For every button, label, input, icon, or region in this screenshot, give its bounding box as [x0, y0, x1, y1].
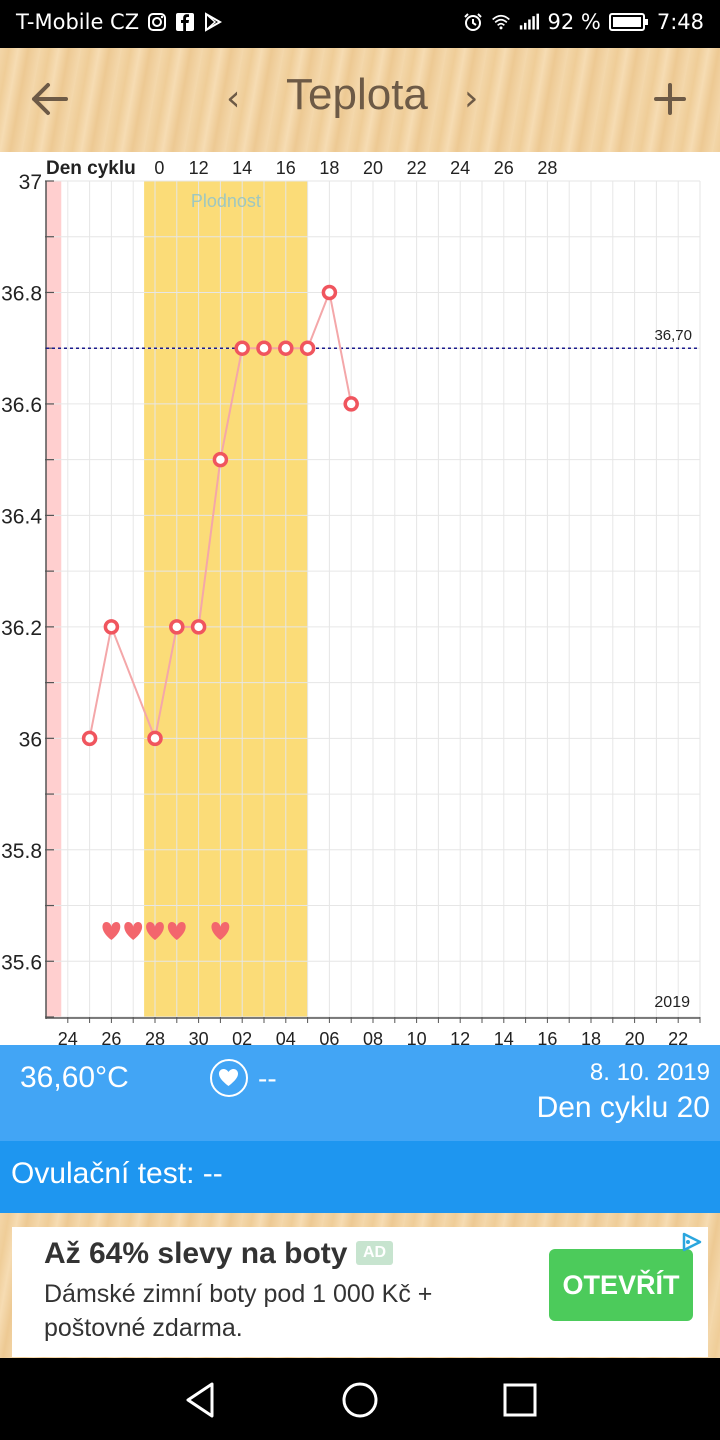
top-tick-label: 14 [232, 158, 252, 178]
top-tick-label: 18 [319, 158, 339, 178]
x-tick-label: 14 [494, 1029, 514, 1045]
alarm-icon [464, 13, 483, 31]
y-tick-label: 36 [19, 728, 42, 751]
ad-description: Dámské zimní boty pod 1 000 Kč + poštovn… [44, 1280, 433, 1342]
heart-icon [146, 922, 164, 940]
top-tick-label: 0 [154, 158, 164, 178]
back-arrow-icon[interactable] [28, 74, 72, 124]
top-tick-label: 20 [363, 158, 383, 178]
system-nav-bar [0, 1358, 720, 1440]
x-tick-label: 18 [581, 1029, 601, 1045]
top-axis-label: Den cyklu [46, 158, 136, 179]
ad-open-button[interactable]: OTEVŘÍT [549, 1249, 693, 1321]
page-title: Teplota [286, 70, 428, 119]
top-tick-label: 22 [407, 158, 427, 178]
year-label: 2019 [654, 994, 690, 1011]
temperature-point [343, 396, 359, 412]
facebook-icon [176, 13, 195, 31]
heart-icon [211, 922, 230, 940]
temperature-point [321, 284, 338, 301]
y-tick-label: 35.8 [1, 840, 42, 863]
next-button[interactable]: › [464, 78, 479, 119]
temperature-point [278, 340, 294, 356]
top-tick-label: 12 [189, 158, 209, 178]
x-tick-label: 10 [407, 1029, 427, 1045]
adchoices-icon[interactable] [676, 1229, 706, 1255]
x-tick-label: 12 [450, 1029, 470, 1045]
top-tick-label: 26 [494, 158, 514, 178]
heart-icon [167, 922, 186, 940]
instagram-icon [148, 13, 167, 31]
play-store-icon [205, 12, 223, 32]
fertile-label: Plodnost [191, 191, 261, 211]
y-tick-label: 36.6 [1, 394, 42, 417]
temperature-point [169, 619, 185, 635]
period-band [46, 181, 62, 1017]
nav-recents-icon[interactable] [498, 1378, 542, 1422]
temperature-point [103, 619, 120, 635]
status-bar-right: 92 % 7:48 [463, 10, 704, 34]
nav-home-icon[interactable] [338, 1378, 382, 1422]
chart-svg: 37 36.8 36.6 36.4 36.2 36 35.8 35.6 24 26 28 30 02 04… [1, 158, 701, 1045]
y-tick-label: 36.4 [1, 505, 42, 528]
day-info-bar[interactable]: 36,60°C -- 8. 10. 2019 Den cyklu 20 [0, 1045, 720, 1141]
date-label: 8. 10. 2019 [589, 1059, 710, 1086]
heart-value: -- [258, 1063, 277, 1094]
x-tick-label: 20 [625, 1029, 645, 1045]
heart-icon [102, 922, 121, 940]
heart-icon [124, 922, 143, 940]
temperature-point [81, 730, 98, 747]
x-tick-label: 02 [232, 1029, 252, 1045]
ovulation-test-label: Ovulační test: -- [11, 1157, 223, 1190]
temperature-point [299, 340, 316, 356]
status-bar-left: T-Mobile CZ [16, 10, 223, 34]
add-icon[interactable] [648, 74, 692, 124]
temperature-chart[interactable]: 37 36.8 36.6 36.4 36.2 36 35.8 35.6 24 26 28 30 02 04… [0, 152, 720, 1045]
y-tick-label: 35.6 [1, 951, 42, 974]
battery-percent: 92 % [547, 10, 601, 34]
nav-back-icon[interactable] [178, 1378, 222, 1422]
x-tick-label: 08 [363, 1029, 383, 1045]
ad-container: Až 64% slevy na boty AD Dámské zimní bot… [0, 1213, 720, 1358]
temperature-point [147, 730, 163, 747]
x-tick-label: 04 [276, 1029, 296, 1045]
top-tick-label: 16 [276, 158, 296, 178]
y-tick-label: 36.8 [1, 282, 42, 305]
ad-card[interactable]: Až 64% slevy na boty AD Dámské zimní bot… [12, 1227, 708, 1357]
x-tick-label: 24 [58, 1029, 78, 1045]
carrier-label: T-Mobile CZ [16, 10, 140, 34]
ad-title[interactable]: Až 64% slevy na boty [44, 1237, 348, 1270]
ovulation-test-bar[interactable]: Ovulační test: -- [0, 1141, 720, 1213]
top-tick-label: 24 [450, 158, 470, 178]
x-tick-label: 28 [145, 1029, 165, 1045]
temperature-point [212, 451, 229, 468]
status-bar: T-Mobile CZ 92 % 7:48 [0, 0, 720, 48]
wifi-icon [492, 14, 511, 30]
top-tick-label: 28 [537, 158, 557, 178]
temperature-value: 36,60°C [20, 1061, 129, 1094]
app-header: ‹ Teplota › [0, 48, 720, 152]
previous-button[interactable]: ‹ [226, 78, 241, 119]
ad-badge: AD [356, 1241, 394, 1265]
temperature-point [234, 340, 250, 356]
x-tick-label: 30 [189, 1029, 209, 1045]
y-tick-label: 36.2 [1, 617, 42, 640]
y-tick-label: 37 [19, 171, 42, 194]
signal-icon [520, 13, 540, 30]
temperature-point [256, 340, 272, 356]
clock: 7:48 [656, 10, 704, 34]
threshold-label: 36,70 [654, 327, 692, 344]
fertile-band [144, 181, 308, 1017]
x-tick-label: 06 [319, 1029, 339, 1045]
heart-icon [210, 1059, 248, 1097]
temperature-line [88, 288, 353, 742]
battery-icon [608, 13, 648, 31]
cycle-day-label: Den cyklu 20 [536, 1091, 710, 1124]
temperature-point [190, 619, 207, 635]
x-tick-label: 26 [101, 1029, 121, 1045]
x-tick-label: 22 [668, 1029, 688, 1045]
x-tick-label: 16 [537, 1029, 557, 1045]
